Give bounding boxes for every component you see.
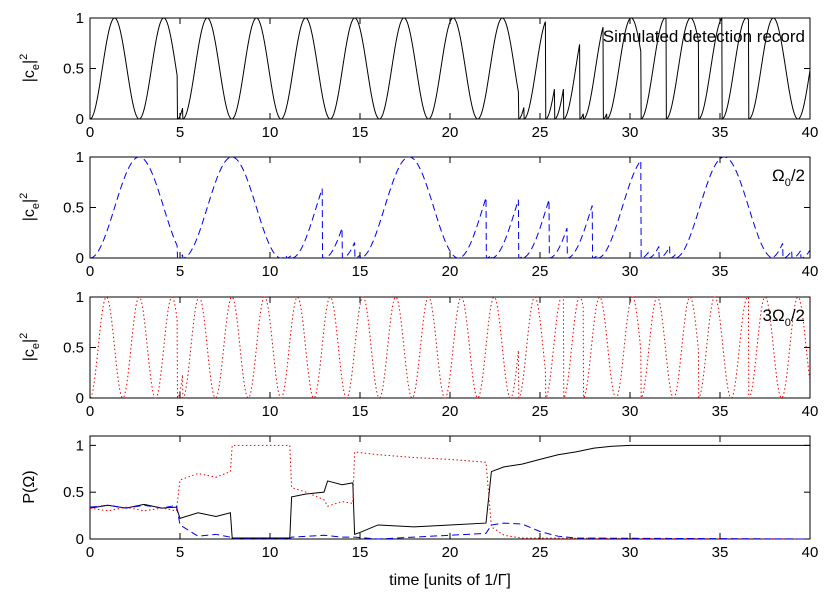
panel-1-xtick-label-6: 30: [622, 124, 639, 141]
panel-4-xlabel: time [units of 1/Γ]: [389, 572, 511, 589]
panel-3-xtick-label-8: 40: [802, 403, 819, 420]
panel-2-xtick-label-2: 10: [262, 263, 279, 280]
panel-4-xtick-label-3: 15: [352, 544, 369, 561]
panel-2-xtick-label-0: 0: [86, 263, 94, 280]
panel-2-xtick-label-7: 35: [712, 263, 729, 280]
panel-4-ticks: 0 5 10 15 20 25 30 35 40 0 0.5 1: [63, 436, 818, 561]
panel-4-ytick-label-2: 1: [76, 437, 84, 454]
panel-2-xtick-label-5: 25: [532, 263, 549, 280]
panel-2-ytick-label-0: 0: [76, 250, 84, 267]
panel-1-ytick-label-0: 0: [76, 111, 84, 128]
panel-3-series-1-line: [89, 296, 811, 400]
panel-4-frame: [89, 435, 811, 540]
panel-3-ytick-label-1: 0.5: [63, 340, 84, 357]
panel-4-series-1-line: [89, 444, 810, 539]
panel-2: 0 5 10 15 20 25 30 35 40 0 0.5 1 Ω0/2 |ce|2: [18, 149, 818, 280]
panel-4-xtick-label-4: 20: [442, 544, 459, 561]
panel-1-ticks: 0 5 10 15 20 25 30 35 40 0 0.5 1: [63, 10, 818, 141]
panel-1: 0 5 10 15 20 25 30 35 40 0 0.5 1 Simulated detectio…: [18, 10, 818, 141]
panel-3-frame: [89, 296, 811, 399]
panel-4-ytick-label-0: 0: [76, 531, 84, 548]
panel-4-xtick-label-6: 30: [622, 544, 639, 561]
panel-3-ylabel: |ce|2: [18, 333, 42, 362]
panel-4-series-3-line: [89, 504, 811, 540]
panel-4-xtick-label-1: 5: [176, 544, 184, 561]
panel-2-series-1-line: [89, 156, 811, 259]
panel-1-xtick-label-1: 5: [176, 124, 184, 141]
panel-2-xtick-label-8: 40: [802, 263, 819, 280]
panel-3-ytick-label-2: 1: [76, 289, 84, 306]
panel-2-xtick-label-3: 15: [352, 263, 369, 280]
panel-1-xtick-label-5: 25: [532, 124, 549, 141]
panel-3-xtick-label-5: 25: [532, 403, 549, 420]
panel-1-ylabel: |ce|2: [18, 54, 42, 83]
panel-4-xtick-label-5: 25: [532, 544, 549, 561]
panel-2-annotation: Ω0/2: [772, 166, 805, 189]
panel-2-xtick-label-4: 20: [442, 263, 459, 280]
panel-3-xtick-label-2: 10: [262, 403, 279, 420]
panel-4-ytick-label-1: 0.5: [63, 484, 84, 501]
panel-1-xtick-label-3: 15: [352, 124, 369, 141]
panel-1-xtick-label-8: 40: [802, 124, 819, 141]
panel-1-ytick-label-1: 0.5: [63, 61, 84, 78]
panel-2-ytick-label-2: 1: [76, 149, 84, 166]
panel-2-xtick-label-6: 30: [622, 263, 639, 280]
panel-1-annotation: Simulated detection record: [603, 27, 805, 46]
panel-3-xtick-label-0: 0: [86, 403, 94, 420]
panel-4: 0 5 10 15 20 25 30 35 40 0 0.5 1 P(Ω) time [units o…: [21, 435, 818, 589]
panel-3-ytick-label-0: 0: [76, 390, 84, 407]
panel-1-xtick-label-4: 20: [442, 124, 459, 141]
panel-3: 0 5 10 15 20 25 30 35 40 0 0.5 1 3Ω0/2 |ce|2: [18, 289, 818, 420]
panel-2-marks: [89, 156, 811, 259]
panel-2-ticks: 0 5 10 15 20 25 30 35 40 0 0.5 1: [63, 149, 818, 280]
panel-4-xtick-label-8: 40: [802, 544, 819, 561]
panel-4-xtick-label-0: 0: [86, 544, 94, 561]
panel-2-ytick-label-1: 0.5: [63, 200, 84, 217]
panel-3-marks: [89, 296, 811, 400]
panel-3-xtick-label-3: 15: [352, 403, 369, 420]
panel-1-xtick-label-2: 10: [262, 124, 279, 141]
panel-3-annotation: 3Ω0/2: [763, 306, 805, 329]
panel-3-xtick-label-7: 35: [712, 403, 729, 420]
panel-4-series-2-line: [89, 444, 811, 540]
panel-4-marks: [89, 444, 811, 540]
panel-2-xtick-label-1: 5: [176, 263, 184, 280]
panel-2-frame: [89, 156, 811, 259]
panel-1-xtick-label-7: 35: [712, 124, 729, 141]
panel-2-ylabel: |ce|2: [18, 193, 42, 222]
panel-3-xtick-label-4: 20: [442, 403, 459, 420]
panel-3-xtick-label-1: 5: [176, 403, 184, 420]
panel-1-ytick-label-2: 1: [76, 10, 84, 27]
panel-4-ylabel: P(Ω): [21, 470, 38, 503]
panel-1-xtick-label-0: 0: [86, 124, 94, 141]
panel-3-ticks: 0 5 10 15 20 25 30 35 40 0 0.5 1: [63, 289, 818, 420]
panel-3-xtick-label-6: 30: [622, 403, 639, 420]
panel-4-xtick-label-2: 10: [262, 544, 279, 561]
panel-4-xtick-label-7: 35: [712, 544, 729, 561]
